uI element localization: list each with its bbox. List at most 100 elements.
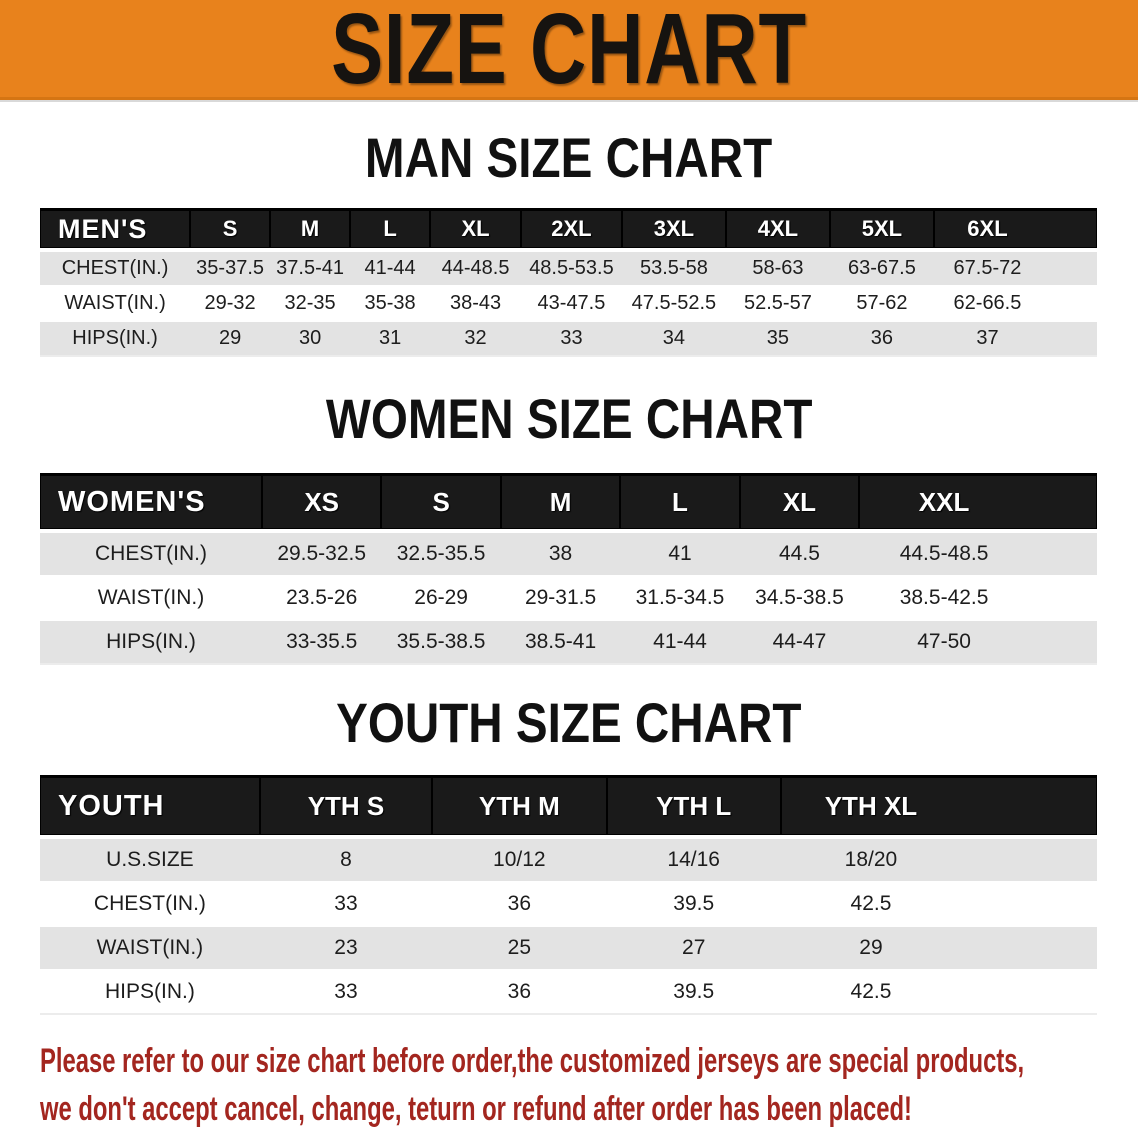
size-value-cell: 33-35.5 [261, 621, 382, 665]
size-value-cell: 34.5-38.5 [739, 577, 860, 621]
size-section-mens: MAN SIZE CHART MEN'S S M L XL 2XL 3XL 4XL 5XL 6XL C… [0, 130, 1138, 357]
table-group-label: WOMEN'S [40, 473, 262, 533]
column-header: L [620, 473, 740, 533]
size-value-cell: 32-35 [270, 287, 351, 322]
size-value-cell: 44.5-48.5 [859, 533, 1097, 577]
column-header: XXL [859, 473, 1097, 533]
row-label: CHEST(IN.) [40, 533, 262, 577]
size-value-cell: 35.5-38.5 [381, 621, 501, 665]
column-header: YTH S [259, 775, 433, 839]
size-value-cell: 23 [259, 927, 433, 971]
size-section-womens: WOMEN SIZE CHART WOMEN'S XS S M L XL XXL CHEST(I… [0, 391, 1138, 665]
size-value-cell: 39.5 [606, 883, 781, 927]
size-value-cell: 36 [432, 971, 607, 1015]
size-value-cell: 31 [350, 322, 431, 357]
size-value-cell: 38 [500, 533, 621, 577]
table-row: CHEST(IN.) 29.5-32.5 32.5-35.5 38 41 44.5 44.5… [40, 533, 1097, 577]
size-value-cell: 8 [259, 839, 433, 883]
size-value-cell: 29 [780, 927, 1097, 971]
section-title: MAN SIZE CHART [0, 130, 1138, 186]
table-row: CHEST(IN.) 33 36 39.5 42.5 [40, 883, 1097, 927]
size-value-cell: 32 [430, 322, 521, 357]
column-header: 3XL [621, 208, 726, 252]
size-value-cell: 43-47.5 [520, 287, 622, 322]
row-label: WAIST(IN.) [40, 577, 262, 621]
size-value-cell: 37.5-41 [270, 252, 351, 287]
size-value-cell: 30 [270, 322, 351, 357]
size-chart-sections: MAN SIZE CHART MEN'S S M L XL 2XL 3XL 4XL 5XL 6XL C… [0, 130, 1138, 1015]
size-value-cell: 29-31.5 [500, 577, 621, 621]
size-value-cell: 33 [520, 322, 622, 357]
size-value-cell: 33 [259, 971, 433, 1015]
size-value-cell: 38.5-42.5 [859, 577, 1097, 621]
disclaimer: Please refer to our size chart before or… [40, 1037, 1138, 1133]
column-header: S [381, 473, 501, 533]
table-row: WAIST(IN.) 29-32 32-35 35-38 38-43 43-47.5 47.… [40, 287, 1097, 322]
size-value-cell: 62-66.5 [933, 287, 1097, 322]
size-value-cell: 29.5-32.5 [261, 533, 382, 577]
size-value-cell: 31.5-34.5 [620, 577, 740, 621]
size-value-cell: 39.5 [606, 971, 781, 1015]
page-title: SIZE CHART [331, 0, 807, 105]
size-value-cell: 26-29 [381, 577, 501, 621]
row-label: CHEST(IN.) [40, 252, 191, 287]
size-value-cell: 41-44 [350, 252, 431, 287]
disclaimer-line-2: we don't accept cancel, change, teturn o… [40, 1090, 912, 1128]
size-value-cell: 48.5-53.5 [520, 252, 622, 287]
section-title-text: YOUTH SIZE CHART [336, 691, 802, 754]
size-value-cell: 27 [606, 927, 781, 971]
column-header: XL [430, 208, 521, 252]
column-header: YTH L [606, 775, 781, 839]
size-value-cell: 58-63 [725, 252, 830, 287]
size-value-cell: 29-32 [190, 287, 271, 322]
row-label: HIPS(IN.) [40, 621, 262, 665]
table-row: HIPS(IN.) 29 30 31 32 33 34 35 36 37 [40, 322, 1097, 357]
section-title: WOMEN SIZE CHART [0, 391, 1138, 447]
size-value-cell: 33 [259, 883, 433, 927]
column-header: M [500, 473, 621, 533]
table-row: U.S.SIZE 8 10/12 14/16 18/20 [40, 839, 1097, 883]
size-value-cell: 67.5-72 [933, 252, 1097, 287]
column-header: XS [261, 473, 382, 533]
size-value-cell: 10/12 [432, 839, 607, 883]
row-label: CHEST(IN.) [40, 883, 260, 927]
size-value-cell: 41 [620, 533, 740, 577]
column-header: L [350, 208, 431, 252]
table-group-label: MEN'S [40, 208, 191, 252]
size-value-cell: 25 [432, 927, 607, 971]
size-value-cell: 42.5 [780, 971, 1097, 1015]
size-value-cell: 37 [933, 322, 1097, 357]
size-value-cell: 14/16 [606, 839, 781, 883]
column-header: 5XL [829, 208, 934, 252]
size-table: YOUTH YTH S YTH M YTH L YTH XL U.S.SIZE 8 10/12… [40, 775, 1097, 1015]
size-value-cell: 32.5-35.5 [381, 533, 501, 577]
size-value-cell: 41-44 [620, 621, 740, 665]
size-value-cell: 34 [621, 322, 726, 357]
size-value-cell: 23.5-26 [261, 577, 382, 621]
size-value-cell: 57-62 [829, 287, 934, 322]
column-header: S [190, 208, 271, 252]
disclaimer-line-1: Please refer to our size chart before or… [40, 1042, 1025, 1080]
size-value-cell: 35 [725, 322, 830, 357]
section-title-text: WOMEN SIZE CHART [325, 387, 813, 450]
size-chart-banner: SIZE CHART [0, 0, 1138, 100]
size-value-cell: 38-43 [430, 287, 521, 322]
size-value-cell: 29 [190, 322, 271, 357]
section-title-text: MAN SIZE CHART [365, 126, 773, 189]
row-label: HIPS(IN.) [40, 971, 260, 1015]
column-header: 2XL [520, 208, 622, 252]
table-row: WAIST(IN.) 23 25 27 29 [40, 927, 1097, 971]
table-row: CHEST(IN.) 35-37.5 37.5-41 41-44 44-48.5 48.5… [40, 252, 1097, 287]
size-value-cell: 44-48.5 [430, 252, 521, 287]
size-value-cell: 18/20 [780, 839, 1097, 883]
size-value-cell: 38.5-41 [500, 621, 621, 665]
size-value-cell: 44-47 [739, 621, 860, 665]
size-table: WOMEN'S XS S M L XL XXL CHEST(IN.) 29.5-32.5 32.5… [40, 473, 1097, 665]
size-value-cell: 36 [829, 322, 934, 357]
row-label: WAIST(IN.) [40, 287, 191, 322]
size-value-cell: 63-67.5 [829, 252, 934, 287]
table-header-row: WOMEN'S XS S M L XL XXL [40, 473, 1097, 533]
size-value-cell: 36 [432, 883, 607, 927]
row-label: WAIST(IN.) [40, 927, 260, 971]
table-group-label: YOUTH [40, 775, 260, 839]
